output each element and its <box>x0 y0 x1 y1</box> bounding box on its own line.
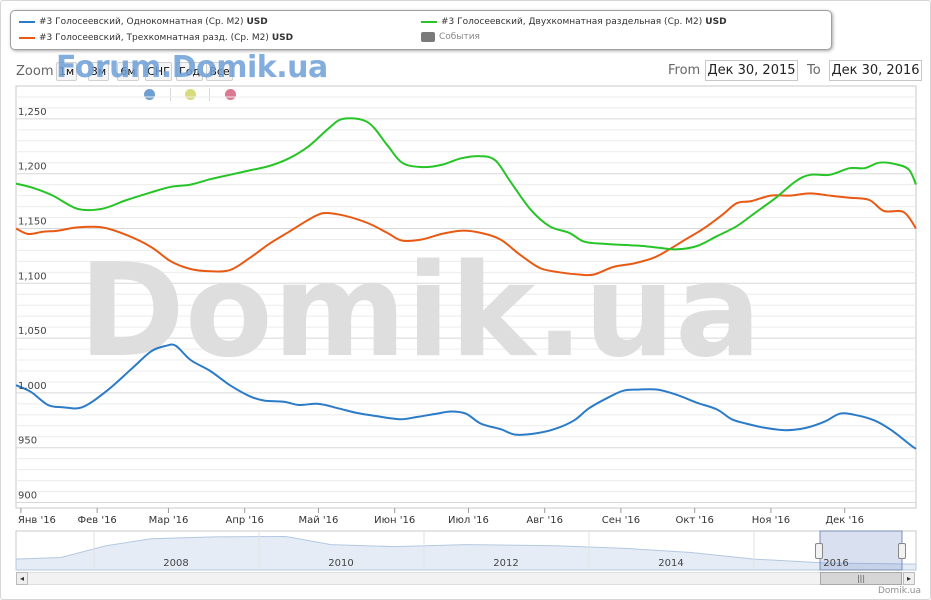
series-line-one-room <box>15 343 917 450</box>
domik-watermark: Domik.ua <box>79 237 762 386</box>
x-tick-label: Сен '16 <box>602 515 640 526</box>
legend-label: #3 Голосеевский, Однокомнатная (Ср. М2) <box>39 17 244 27</box>
legend-item-one-room[interactable]: #3 Голосеевский, Однокомнатная (Ср. М2) … <box>19 17 268 27</box>
x-tick-label: Мар '16 <box>149 515 189 526</box>
event-separator <box>209 88 210 101</box>
x-tick-label: Янв '16 <box>18 515 56 526</box>
x-tick-label: Июн '16 <box>374 515 415 526</box>
zoom-1m-button[interactable]: 1м <box>56 62 77 81</box>
legend-label: События <box>439 32 480 42</box>
zoom-1y-button[interactable]: Год <box>176 62 203 81</box>
legend-label: #3 Голосеевский, Двухкомнатная раздельна… <box>441 17 703 27</box>
legend-label: #3 Голосеевский, Трехкомнатная разд. (Ср… <box>39 33 269 43</box>
y-tick-label: 1,100 <box>18 271 47 282</box>
chart-legend: #3 Голосеевский, Однокомнатная (Ср. М2) … <box>10 10 832 50</box>
navigator-right-handle[interactable] <box>898 543 906 559</box>
range-to-label: To <box>807 63 821 78</box>
x-tick-label: Май '16 <box>298 515 338 526</box>
zoom-ytd-button[interactable]: СНГ <box>145 62 172 81</box>
navigator-year-label: 2016 <box>823 558 848 569</box>
y-tick-label: 1,050 <box>18 326 47 337</box>
navigator-series-area <box>15 535 917 571</box>
x-tick-label: Авг '16 <box>526 515 563 526</box>
y-tick-label: 900 <box>18 491 37 502</box>
legend-swatch-blue <box>19 21 35 23</box>
event-marker-pink[interactable] <box>225 89 236 100</box>
legend-swatch-green <box>421 21 437 23</box>
range-from-label: From <box>668 63 701 78</box>
zoom-all-button[interactable]: Все <box>206 62 233 81</box>
scroll-right-button[interactable]: ▸ <box>903 572 915 585</box>
zoom-label: Zoom <box>16 64 54 79</box>
zoom-3m-button[interactable]: 3м <box>88 62 109 81</box>
legend-swatch-orange <box>19 37 35 39</box>
x-tick-label: Ноя '16 <box>752 515 790 526</box>
legend-item-three-room[interactable]: #3 Голосеевский, Трехкомнатная разд. (Ср… <box>19 33 293 43</box>
y-tick-label: 1,150 <box>18 216 47 227</box>
series-line-three-room <box>15 192 917 277</box>
event-marker-yellow[interactable] <box>185 89 196 100</box>
scroll-left-button[interactable]: ◂ <box>16 572 28 585</box>
x-tick-label: Фев '16 <box>77 515 116 526</box>
y-tick-label: 1,250 <box>18 107 47 118</box>
y-tick-label: 1,200 <box>18 162 47 173</box>
x-tick-label: Дек '16 <box>825 515 864 526</box>
navigator-year-label: 2012 <box>493 558 518 569</box>
x-tick-label: Июл '16 <box>448 515 489 526</box>
legend-item-two-room[interactable]: #3 Голосеевский, Двухкомнатная раздельна… <box>421 17 727 27</box>
series-line-two-room <box>15 117 917 251</box>
range-to-input[interactable]: Дек 30, 2016 <box>829 60 922 81</box>
legend-unit: USD <box>271 33 294 43</box>
zoom-6m-button[interactable]: 6м <box>117 62 139 81</box>
x-tick-label: Окт '16 <box>675 515 713 526</box>
event-separator <box>170 88 171 101</box>
legend-unit: USD <box>246 17 268 27</box>
legend-item-events[interactable]: События <box>421 32 480 42</box>
navigator-year-label: 2010 <box>328 558 353 569</box>
y-tick-label: 950 <box>18 436 37 447</box>
navigator-year-label: 2014 <box>658 558 683 569</box>
plot-area <box>15 85 917 509</box>
credit-link[interactable]: Domik.ua <box>878 586 921 596</box>
navigator-left-handle[interactable] <box>815 543 823 559</box>
y-tick-label: 1,000 <box>18 381 47 392</box>
event-marker-blue[interactable] <box>144 89 155 100</box>
range-from-input[interactable]: Дек 30, 2015 <box>705 60 798 81</box>
navigator-year-label: 2008 <box>163 558 188 569</box>
x-tick-label: Апр '16 <box>225 515 263 526</box>
scrollbar-track[interactable] <box>28 572 903 585</box>
forum-watermark: Forum.Domik.ua <box>56 50 328 85</box>
legend-unit: USD <box>705 17 727 27</box>
scrollbar-thumb[interactable]: ||| <box>820 572 902 585</box>
legend-swatch-gray <box>421 32 435 42</box>
